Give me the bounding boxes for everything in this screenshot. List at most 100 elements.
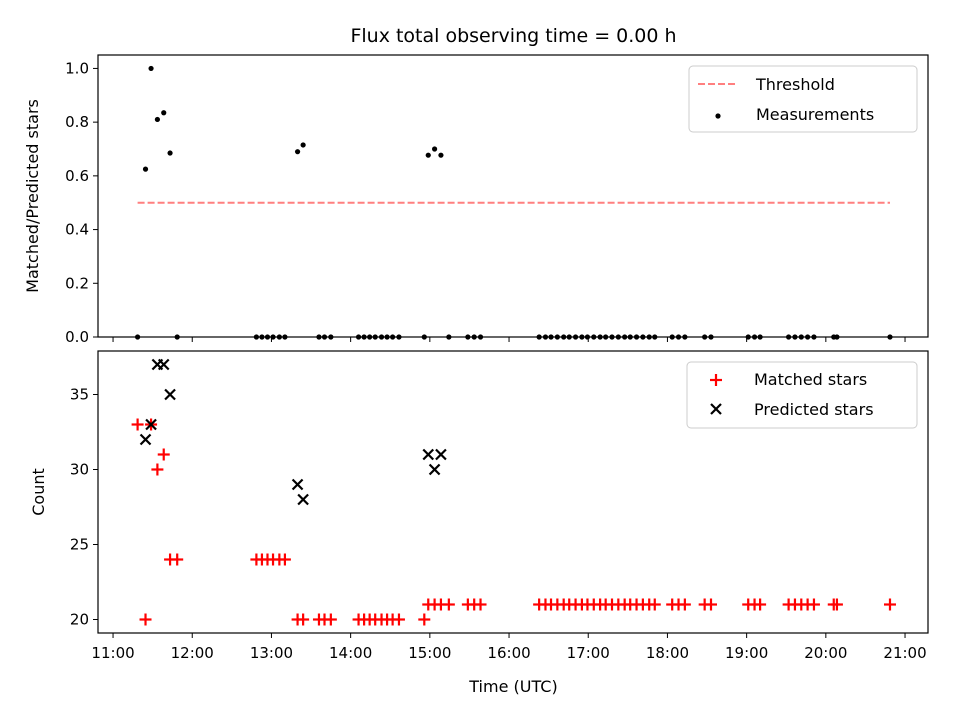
measurement-point [640,334,646,340]
matched-star-point [704,598,717,611]
y-tick-label: 20 [70,611,89,629]
top-panel: 0.0 0.2 0.4 0.6 0.8 1.0 Matched/Predicted sta… [23,54,929,346]
matched-star-point [830,598,843,611]
y-tick-label: 35 [70,386,89,404]
measurement-point [328,334,334,340]
top-x-ticks [112,337,906,342]
bottom-plot-area [131,358,896,626]
matched-star-point [442,598,455,611]
matched-star-point [474,598,487,611]
matched-star-point [324,613,337,626]
top-legend-box [688,65,918,133]
measurement-point [834,334,840,340]
x-tick-label: 21:00 [883,644,926,662]
x-tick-label: 20:00 [804,644,847,662]
measurement-point [361,334,367,340]
y-tick-label: 0.2 [65,274,89,292]
matched-star-point [678,598,691,611]
y-tick-label: 30 [70,461,89,479]
measurement-point [300,142,306,148]
x-tick-label: 13:00 [250,644,293,662]
measurement-point [259,334,265,340]
matched-legend-label: Matched stars [754,370,867,389]
measurement-point [425,152,431,158]
measurement-point [294,149,301,155]
matched-legend-marker [710,374,722,386]
predicted-star-point [428,463,441,476]
measurement-point [378,334,385,340]
measurement-point [316,334,322,340]
measurement-point [372,334,378,340]
x-tick-label: 19:00 [725,644,768,662]
matched-star-point [418,613,431,626]
matched-star-point [392,613,405,626]
matched-star-point [807,598,820,611]
measurement-point [708,334,714,340]
measurement-point [471,334,477,340]
y-tick-label: 0.8 [65,113,89,131]
x-tick-label: 17:00 [567,644,610,662]
measurement-point [652,334,658,340]
measurement-point [264,334,271,340]
bottom-plot-frame [97,350,929,634]
measurements-legend-label: Measurements [756,105,874,124]
predicted-star-point [291,478,304,491]
measurement-point [627,334,633,340]
measurement-point [167,150,173,156]
predicted-legend-label: Predicted stars [754,400,874,419]
measurement-point [253,334,259,340]
x-tick-label: 12:00 [171,644,214,662]
x-tick-label: 18:00 [646,644,689,662]
top-plot-frame [97,54,929,338]
measurement-point [276,334,282,340]
bottom-legend: Matched stars Predicted stars [686,361,918,429]
top-plot-area [134,65,893,340]
x-tick-label: 16:00 [487,644,530,662]
measurement-point [477,334,484,340]
measurement-point [792,334,798,340]
y-tick-label: 0.4 [65,221,89,239]
measurement-point [751,334,758,340]
predicted-star-point [145,418,157,431]
measurement-point [669,334,675,340]
measurement-point [421,334,427,340]
y-tick-label: 1.0 [65,59,89,77]
y-tick-label: 25 [70,536,89,554]
measurement-point [597,334,603,340]
predicted-star-point [164,388,176,401]
predicted-star-point [422,448,435,461]
matched-star-point [151,463,164,476]
measurement-point [367,334,373,340]
measurement-point [134,334,141,340]
measurement-point [798,334,804,340]
measurement-point [548,334,554,340]
matched-star-point [171,553,184,566]
predicted-star-point [157,358,170,371]
matched-star-point [131,418,144,431]
matched-star-point [754,598,767,611]
measurement-point [811,334,817,340]
measurement-point [603,334,609,340]
matched-star-point [139,613,152,626]
measurement-point [745,334,751,340]
matched-star-point [883,598,896,611]
bottom-y-ticks: 20 25 30 35 [70,386,98,629]
measurement-point [702,334,708,340]
measurement-point [682,334,688,340]
measurement-point [270,334,276,340]
measurement-point [615,334,621,340]
measurement-point [786,334,792,340]
measurement-point [887,334,893,340]
measurement-point [591,334,597,340]
measurement-point [148,65,154,72]
measurement-point [282,334,288,340]
predicted-star-point [435,448,447,461]
x-tick-label: 15:00 [408,644,451,662]
measurement-point [646,334,652,340]
bottom-y-axis-label: Count [29,468,48,516]
measurement-point [438,152,444,158]
measurement-point [161,110,167,116]
bottom-legend-box [686,361,918,429]
